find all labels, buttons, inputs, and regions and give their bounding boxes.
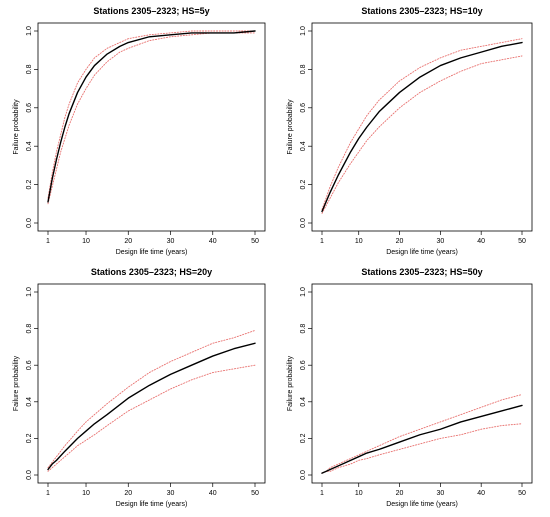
plot-frame [37, 283, 266, 484]
chart-title: Stations 2305–2323; HS=5y [93, 6, 209, 16]
y-tick-label: 0.4 [300, 397, 307, 407]
x-axis-label: Design life time (years) [386, 501, 458, 508]
series-line-confidence-band [321, 55, 523, 214]
y-tick-label: 0.2 [300, 433, 307, 443]
y-tick-label: 0.6 [300, 103, 307, 113]
chart-title: Stations 2305–2323; HS=50y [361, 267, 482, 277]
series-line-confidence-band [321, 38, 523, 211]
series-line-estimate [47, 342, 256, 471]
x-tick-label: 1 [46, 238, 50, 245]
y-tick-label: 0.6 [26, 360, 33, 370]
x-axis-label: Design life time (years) [116, 501, 188, 508]
x-tick-label: 1 [320, 238, 324, 245]
x-tick-label: 50 [518, 238, 526, 245]
x-tick-label: 50 [251, 238, 259, 245]
y-tick-label: 0.6 [300, 360, 307, 370]
y-tick-label: 0.0 [26, 218, 33, 228]
x-tick-label: 40 [209, 490, 217, 497]
x-tick-label: 30 [167, 490, 175, 497]
series-line-estimate [47, 30, 256, 203]
series-line-confidence-band [47, 329, 256, 469]
y-tick-label: 1.0 [300, 287, 307, 297]
y-axis-label: Failure probability [287, 355, 294, 411]
x-tick-label: 10 [355, 238, 363, 245]
x-tick-label: 20 [396, 490, 404, 497]
series-line-confidence-band [321, 423, 523, 474]
x-tick-label: 40 [477, 490, 485, 497]
x-tick-label: 1 [320, 490, 324, 497]
chart-panel: Stations 2305–2323; HS=50y 1 10 20 30 40 50 Des… [287, 267, 533, 508]
y-tick-label: 0.8 [26, 64, 33, 74]
chart-panel: Stations 2305–2323; HS=5y 1 10 20 30 40 50 Desi… [13, 6, 266, 256]
y-tick-label: 0.0 [300, 218, 307, 228]
x-tick-label: 50 [518, 490, 526, 497]
y-axis-label: Failure probability [13, 355, 20, 411]
series-line-estimate [321, 41, 523, 213]
x-axis-label: Design life time (years) [386, 249, 458, 256]
plot-frame [37, 22, 266, 232]
chart-title: Stations 2305–2323; HS=20y [91, 267, 212, 277]
series-line-estimate [321, 404, 523, 474]
chart-panel: Stations 2305–2323; HS=20y 1 10 20 30 40 50 Des… [13, 267, 266, 508]
y-tick-label: 1.0 [26, 287, 33, 297]
y-axis-label: Failure probability [287, 99, 294, 155]
x-tick-label: 20 [124, 238, 132, 245]
y-tick-label: 0.2 [300, 180, 307, 190]
y-tick-label: 0.6 [26, 103, 33, 113]
plot-frame [311, 22, 533, 232]
x-tick-label: 40 [209, 238, 217, 245]
x-tick-label: 10 [355, 490, 363, 497]
y-tick-label: 0.2 [26, 433, 33, 443]
x-tick-label: 20 [124, 490, 132, 497]
y-tick-label: 0.8 [26, 324, 33, 334]
series-line-confidence-band [47, 364, 256, 472]
y-tick-label: 0.8 [300, 324, 307, 334]
y-tick-label: 0.0 [26, 470, 33, 480]
y-tick-label: 0.2 [26, 180, 33, 190]
y-tick-label: 0.0 [300, 470, 307, 480]
x-tick-label: 30 [436, 490, 444, 497]
plot-frame [311, 283, 533, 484]
y-tick-label: 1.0 [26, 26, 33, 36]
chart-title: Stations 2305–2323; HS=10y [361, 6, 482, 16]
series-line-confidence-band [47, 32, 256, 205]
x-tick-label: 40 [477, 238, 485, 245]
chart-panel: Stations 2305–2323; HS=10y 1 10 20 30 40 50 Des… [287, 6, 533, 256]
x-tick-label: 1 [46, 490, 50, 497]
x-axis-label: Design life time (years) [116, 249, 188, 256]
y-tick-label: 1.0 [300, 26, 307, 36]
y-axis-label: Failure probability [13, 99, 20, 155]
series-line-confidence-band [321, 394, 523, 474]
x-tick-label: 10 [82, 490, 90, 497]
y-tick-label: 0.4 [26, 141, 33, 151]
x-tick-label: 10 [82, 238, 90, 245]
y-tick-label: 0.4 [300, 141, 307, 151]
x-tick-label: 20 [396, 238, 404, 245]
x-tick-label: 30 [167, 238, 175, 245]
x-tick-label: 30 [436, 238, 444, 245]
x-tick-label: 50 [251, 490, 259, 497]
series-line-confidence-band [47, 30, 256, 199]
y-tick-label: 0.4 [26, 397, 33, 407]
y-tick-label: 0.8 [300, 64, 307, 74]
